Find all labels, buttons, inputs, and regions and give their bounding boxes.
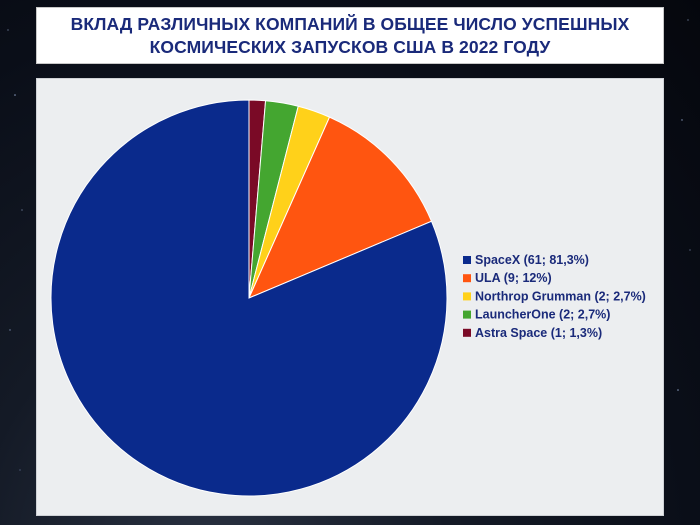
legend-spacex-label: SpaceX (61; 81,3%) (475, 253, 589, 267)
legend-ula-label: ULA (9; 12%) (475, 271, 552, 285)
title-box: ВКЛАД РАЗЛИЧНЫХ КОМПАНИЙ В ОБЩЕЕ ЧИСЛО У… (36, 7, 664, 64)
slice-spacex (50, 99, 448, 497)
legend-astra-space-swatch (463, 328, 471, 337)
legend-launcherone-swatch (463, 310, 471, 319)
legend-spacex-swatch (463, 256, 471, 264)
legend-northrop-grumman-swatch (463, 292, 471, 301)
legend-northrop-grumman-label: Northrop Grumman (2; 2,7%) (475, 289, 646, 303)
legend-astra-space-label: Astra Space (1; 1,3%) (475, 326, 602, 340)
legend-ula-swatch (463, 274, 471, 283)
slice-ula (248, 116, 433, 299)
pie-chart: SpaceX (61; 81,3%) ULA (9; 12%) Northrop G… (50, 99, 646, 497)
chart-title: ВКЛАД РАЗЛИЧНЫХ КОМПАНИЙ В ОБЩЕЕ ЧИСЛО У… (70, 13, 630, 57)
chart-panel: SpaceX (61; 81,3%) ULA (9; 12%) Northrop G… (36, 78, 664, 516)
legend-launcherone-label: LauncherOne (2; 2,7%) (475, 308, 610, 322)
